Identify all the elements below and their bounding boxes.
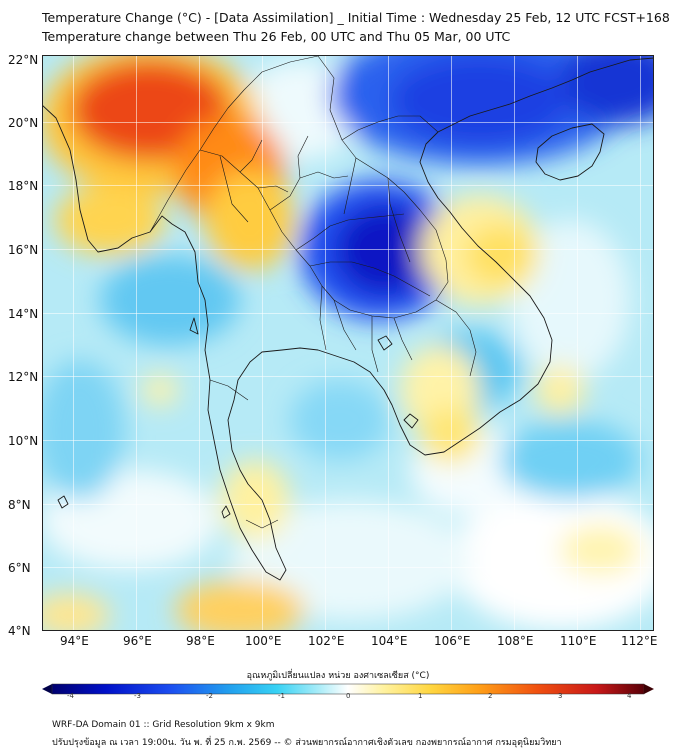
chart-title: Temperature Change (°C) - [Data Assimila…: [42, 10, 670, 25]
footer-credit: ปรับปรุงข้อมูล ณ เวลา 19:00น. วัน พ. ที่…: [52, 738, 562, 748]
colorbar-tick: 1: [418, 692, 423, 700]
colorbar-tick: 4: [627, 692, 632, 700]
lat-label: 12°N: [8, 370, 39, 384]
lon-label: 102°E: [308, 634, 345, 648]
colorbar-label: อุณหภูมิเปลี่ยนแปลง หน่วย องศาเซลเซียส (…: [246, 671, 430, 681]
chart-subtitle: Temperature change between Thu 26 Feb, 0…: [42, 29, 511, 44]
lon-label: 110°E: [560, 634, 597, 648]
lon-label: 108°E: [497, 634, 534, 648]
lat-label: 8°N: [8, 498, 31, 512]
colorbar-tick: -4: [67, 692, 74, 700]
lat-label: 14°N: [8, 307, 39, 321]
lat-label: 10°N: [8, 434, 39, 448]
lat-label: 6°N: [8, 561, 31, 575]
borders: [149, 55, 477, 529]
lat-label: 4°N: [8, 624, 31, 638]
colorbar-tick: 3: [558, 692, 563, 700]
footer-model-info: WRF-DA Domain 01 :: Grid Resolution 9km …: [52, 720, 275, 730]
lon-label: 96°E: [123, 634, 152, 648]
lat-label: 22°N: [8, 53, 39, 67]
colorbar-tick: 0: [346, 692, 351, 700]
temperature-field: [42, 55, 654, 631]
lon-label: 112°E: [621, 634, 658, 648]
lon-label: 100°E: [245, 634, 282, 648]
colorbar-tick: -1: [278, 692, 285, 700]
lon-label: 98°E: [186, 634, 215, 648]
colorbar-tick: 2: [488, 692, 493, 700]
lat-label: 16°N: [8, 243, 39, 257]
lat-label: 18°N: [8, 179, 39, 193]
lon-label: 106°E: [434, 634, 471, 648]
lon-label: 94°E: [60, 634, 89, 648]
colorbar: [42, 683, 654, 695]
colorbar-tick: -3: [134, 692, 141, 700]
colorbar-tick: -2: [206, 692, 213, 700]
lat-label: 20°N: [8, 116, 39, 130]
lon-label: 104°E: [371, 634, 408, 648]
coastlines: [42, 57, 654, 581]
